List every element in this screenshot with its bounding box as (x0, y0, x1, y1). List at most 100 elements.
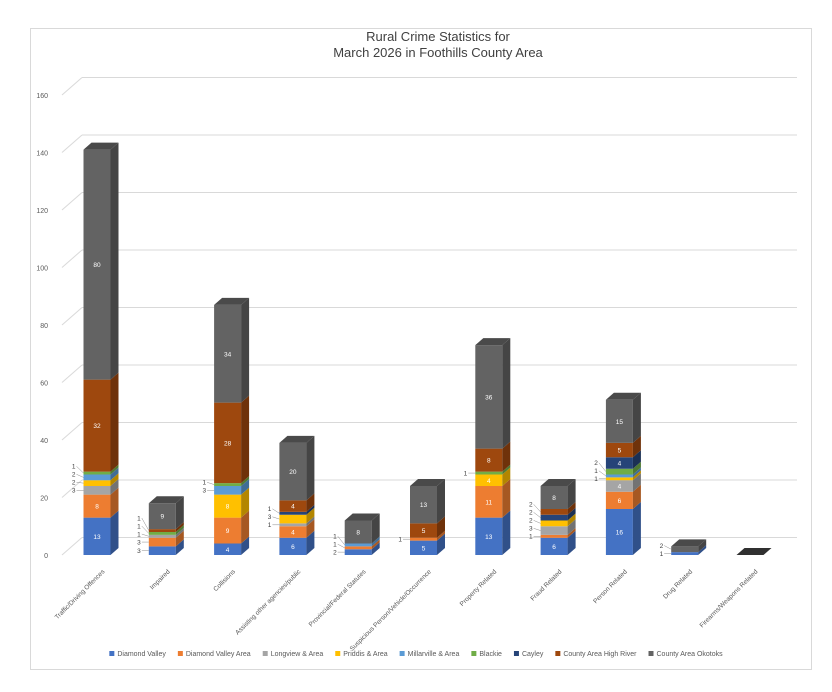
data-label-leader (141, 533, 149, 537)
bar-segment (214, 304, 242, 403)
bar-segment (83, 494, 111, 518)
data-label: 1 (660, 551, 664, 558)
bar-segment (540, 514, 568, 521)
legend-swatch (177, 651, 183, 656)
bar-segment (344, 549, 372, 555)
legend-item: Millarville & Area (408, 651, 460, 658)
legend-swatch (471, 651, 477, 656)
bar-segment-side (502, 464, 511, 475)
bar-segment-side (110, 479, 119, 495)
bar-segment-side (110, 473, 119, 486)
bar-segment (475, 486, 503, 518)
bar-segment-side (502, 441, 511, 472)
bar-segment-side (698, 545, 707, 555)
bar-segment (83, 517, 111, 555)
data-label-leader (337, 535, 345, 546)
bar-segment-side (567, 519, 576, 535)
category-label: Property Related (459, 568, 499, 608)
data-label: 1 (137, 515, 141, 522)
legend-swatch (399, 651, 405, 656)
data-label-leader (76, 474, 84, 478)
bar-top (605, 392, 641, 400)
bar-segment (344, 520, 372, 544)
legend-item: Cayley (522, 651, 544, 658)
data-label: 9 (226, 528, 230, 535)
gridline-diagonal (61, 134, 83, 153)
bar-segment-side (306, 504, 315, 515)
y-tick-label: 100 (36, 266, 48, 273)
bar-segment-side (241, 476, 250, 486)
data-label: 2 (72, 480, 76, 487)
bar-segment (344, 546, 372, 550)
bar-segment (148, 529, 176, 532)
data-label-leader (76, 482, 84, 484)
data-label-leader (141, 517, 150, 531)
bar-segment-side (632, 502, 641, 555)
data-label: 1 (594, 476, 598, 483)
bar-segment-side (502, 338, 511, 449)
data-label-leader (272, 508, 280, 514)
bar-segment (540, 509, 568, 515)
data-label: 1 (594, 468, 598, 475)
bar-segment (83, 480, 111, 486)
data-label-leader (337, 543, 345, 549)
bar-segment-side (110, 372, 119, 472)
bar-segment (214, 543, 242, 555)
bar-segment-side (698, 539, 707, 553)
bar-segment (214, 483, 242, 486)
legend-swatch (335, 651, 341, 656)
bar-segment (148, 503, 176, 530)
bar-segment (540, 526, 568, 535)
bar-segment (214, 517, 242, 544)
bar-segment (605, 457, 633, 469)
legend-item: Longview & Area (271, 651, 324, 658)
bar-top (344, 513, 380, 521)
bar-segment-side (437, 479, 445, 524)
bar-segment-side (632, 450, 641, 469)
data-label-leader (76, 466, 84, 474)
bar-segment-side (437, 530, 445, 541)
bar-segment-side (567, 502, 576, 515)
bar-segment-side (437, 533, 445, 555)
bar-top (279, 435, 315, 443)
bar-segment-side (632, 461, 641, 475)
bar-top (148, 496, 184, 504)
data-label: 3 (268, 514, 272, 521)
data-label: 1 (72, 464, 76, 471)
bar-segment (671, 552, 699, 555)
bar-segment (410, 540, 437, 555)
bar-segment-side (241, 395, 250, 484)
legend-swatch (648, 651, 654, 656)
data-label: 20 (289, 469, 297, 476)
y-tick-label: 140 (36, 151, 48, 158)
data-label-leader (141, 525, 149, 534)
bar-segment (279, 500, 307, 512)
bar-top (540, 479, 576, 486)
category-label: Impaired (149, 568, 172, 591)
data-label: 2 (333, 549, 337, 556)
bar-segment-side (241, 297, 250, 403)
bar-top (83, 142, 119, 150)
y-tick-label: 0 (44, 553, 48, 560)
bar-segment (279, 442, 307, 501)
bar-segment (605, 509, 633, 555)
legend-swatch (513, 651, 519, 656)
bar-segment-side (567, 507, 576, 521)
bar-segment (605, 474, 633, 478)
bar-segment-side (632, 435, 641, 458)
bar-segment-side (567, 513, 576, 527)
gridline-diagonal (61, 479, 83, 498)
bar-segment (83, 474, 111, 481)
data-label: 13 (93, 534, 101, 541)
category-label: Provincial/Federal Statutes (308, 568, 368, 628)
bar-segment (214, 494, 242, 518)
bar-segment-side (306, 530, 315, 555)
bar-segment-side (241, 536, 250, 555)
bar-segment (540, 486, 568, 509)
bar-segment-side (306, 519, 315, 538)
bar-segment (475, 448, 503, 472)
bar-segment-side (175, 539, 184, 555)
data-label: 2 (72, 472, 76, 479)
legend-item: County Area High River (563, 651, 637, 658)
legend-swatch (109, 651, 115, 656)
